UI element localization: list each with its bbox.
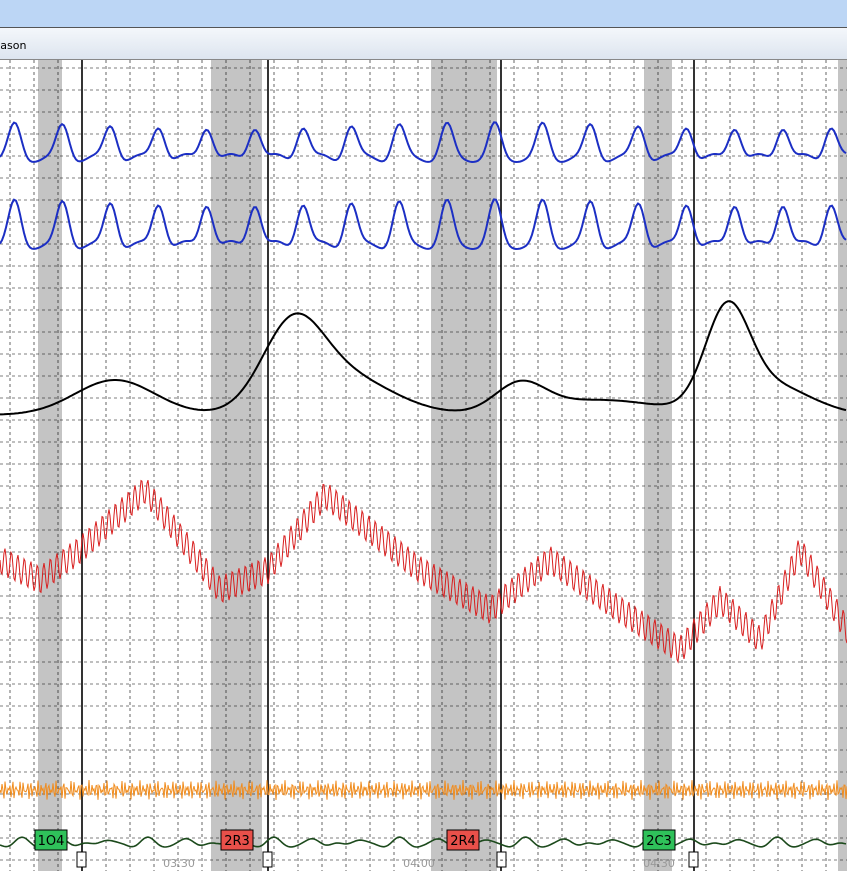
title-bar: Jason xyxy=(0,28,847,60)
time-label: 04:30 xyxy=(643,857,675,870)
plethysmograph xyxy=(0,836,847,848)
window-title: Jason xyxy=(0,39,27,52)
electrodermal xyxy=(0,300,847,416)
marker-box[interactable] xyxy=(220,829,254,851)
marker-button[interactable] xyxy=(76,851,87,868)
marker-box[interactable] xyxy=(34,829,68,851)
question-band xyxy=(211,60,262,871)
question-band xyxy=(838,60,847,871)
time-label: 04:00 xyxy=(403,857,435,870)
marker-box[interactable] xyxy=(642,829,676,851)
motion-sensor xyxy=(0,779,847,801)
marker-button-label: - xyxy=(266,855,270,866)
marker-box[interactable] xyxy=(446,829,480,851)
marker-label: 2R3 xyxy=(224,834,250,849)
cardio xyxy=(0,479,847,664)
marker-label: 1O4 xyxy=(38,834,65,849)
time-label: 03:30 xyxy=(163,857,195,870)
marker-button-label: - xyxy=(692,855,696,866)
marker-button[interactable] xyxy=(262,851,273,868)
lower-respiration xyxy=(0,198,847,251)
marker-button[interactable] xyxy=(496,851,507,868)
marker-button-label: - xyxy=(500,855,504,866)
chart: 1O4 2R3 2R4 2C3 03:30 04:00 04:30 - - - - xyxy=(0,60,847,871)
question-band xyxy=(38,60,62,871)
marker-button-label: - xyxy=(80,855,84,866)
marker-label: 2C3 xyxy=(646,834,672,849)
question-band xyxy=(644,60,672,871)
upper-respiration xyxy=(0,121,847,164)
window-frame xyxy=(0,0,847,28)
marker-label: 2R4 xyxy=(450,834,476,849)
marker-button[interactable] xyxy=(688,851,699,868)
question-band xyxy=(431,60,497,871)
